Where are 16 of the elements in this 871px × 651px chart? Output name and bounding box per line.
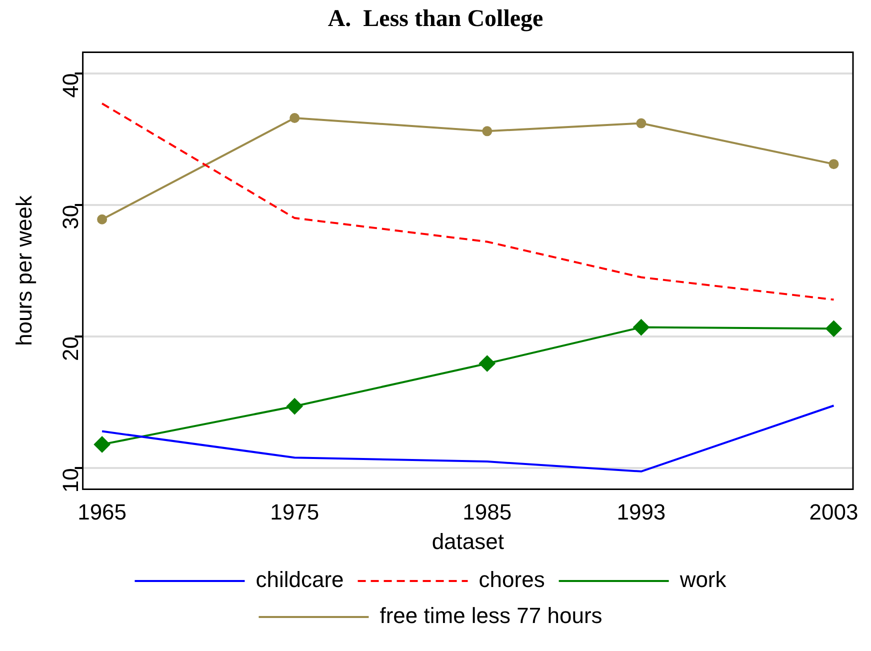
x-tick-label: 1985 <box>462 499 512 524</box>
legend-label: free time less 77 hours <box>380 603 602 628</box>
x-tick-label: 1975 <box>270 499 320 524</box>
y-tick-label: 30 <box>58 204 83 230</box>
y-tick-label: 10 <box>58 468 83 493</box>
y-tick-label: 40 <box>58 73 83 98</box>
x-tick-label: 2003 <box>809 499 858 524</box>
x-axis-title: dataset <box>432 528 504 554</box>
y-axis-title: hours per week <box>11 194 36 346</box>
x-tick-label: 1993 <box>616 499 666 524</box>
legend-label: chores <box>478 567 545 592</box>
x-tick-label: 1965 <box>78 499 127 524</box>
chart-title: A. Less than College <box>326 6 544 34</box>
legend-label: work <box>678 567 728 592</box>
legend-label: childcare <box>256 567 344 592</box>
y-tick-label: 20 <box>58 336 83 361</box>
